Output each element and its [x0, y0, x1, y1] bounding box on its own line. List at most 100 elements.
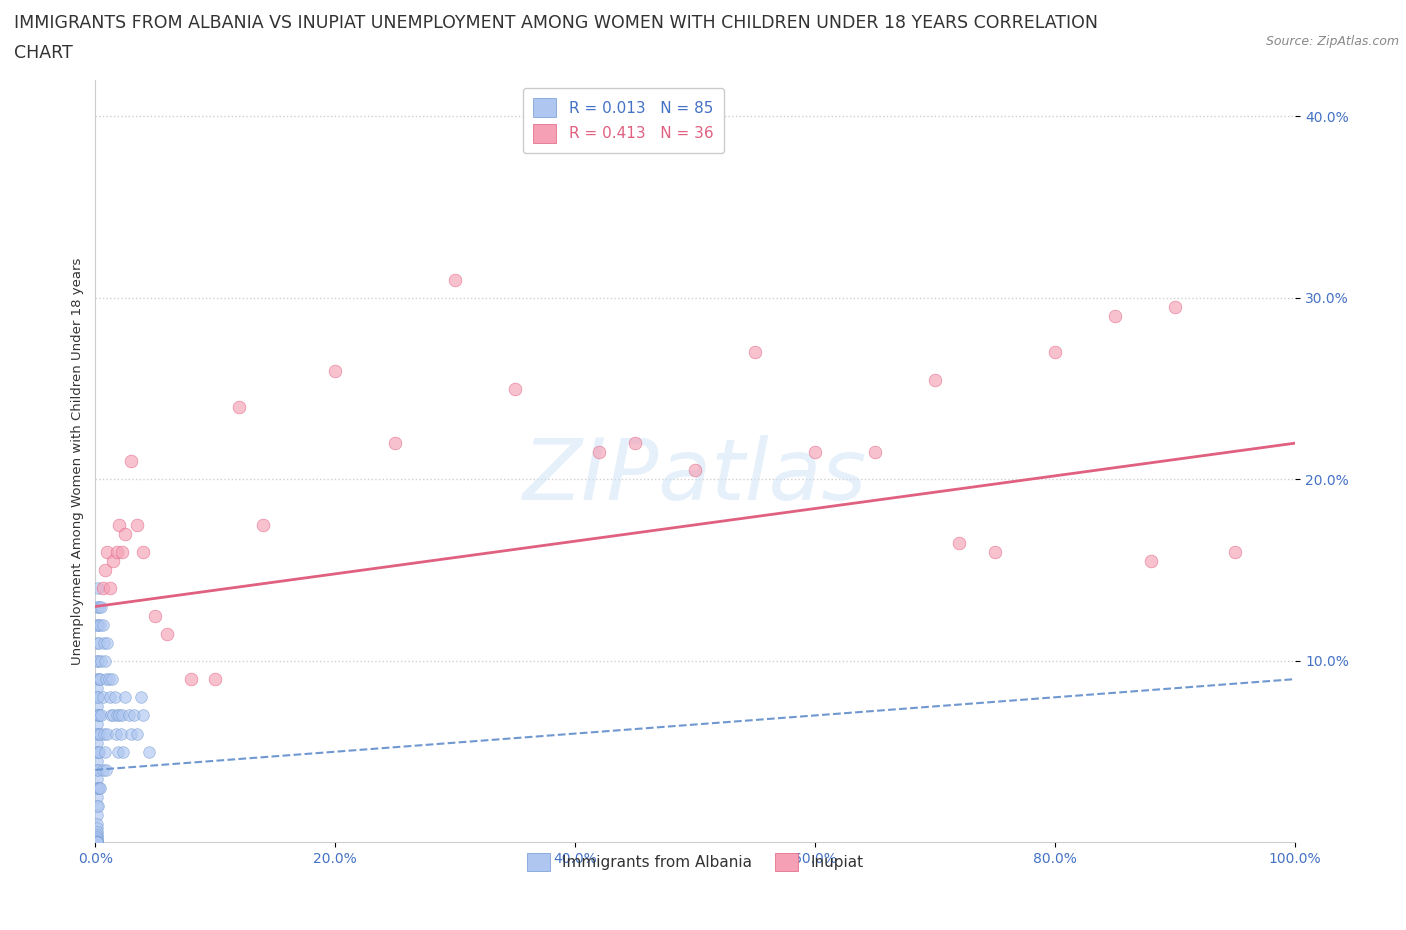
- Point: [87, 726, 110, 741]
- Point: [87, 780, 110, 795]
- Point: [180, 671, 202, 686]
- Point: [120, 726, 142, 741]
- Point: [91, 690, 114, 705]
- Point: [118, 708, 141, 723]
- Point: [94, 671, 117, 686]
- Point: [685, 463, 707, 478]
- Text: CHART: CHART: [14, 44, 73, 61]
- Point: [86, 772, 108, 787]
- Point: [87, 690, 110, 705]
- Point: [96, 726, 118, 741]
- Point: [86, 654, 108, 669]
- Point: [86, 835, 108, 850]
- Point: [86, 708, 108, 723]
- Point: [87, 763, 110, 777]
- Point: [86, 681, 108, 696]
- Point: [86, 820, 108, 835]
- Point: [384, 435, 406, 450]
- Point: [87, 744, 110, 759]
- Point: [89, 780, 111, 795]
- Point: [948, 536, 970, 551]
- Point: [204, 671, 226, 686]
- Point: [86, 698, 108, 713]
- Point: [138, 744, 160, 759]
- Point: [94, 744, 117, 759]
- Point: [108, 517, 131, 532]
- Point: [103, 553, 125, 568]
- Point: [924, 372, 946, 387]
- Point: [87, 780, 110, 795]
- Point: [98, 581, 121, 596]
- Point: [91, 763, 114, 777]
- Point: [101, 671, 124, 686]
- Point: [86, 808, 108, 823]
- Point: [1104, 309, 1126, 324]
- Point: [104, 726, 127, 741]
- Point: [984, 545, 1007, 560]
- Point: [87, 744, 110, 759]
- Point: [129, 690, 152, 705]
- Point: [744, 345, 766, 360]
- Point: [107, 744, 129, 759]
- Point: [87, 708, 110, 723]
- Point: [143, 608, 166, 623]
- Point: [93, 635, 115, 650]
- Point: [86, 835, 108, 850]
- Point: [87, 671, 110, 686]
- Point: [114, 690, 136, 705]
- Point: [86, 635, 108, 650]
- Point: [132, 545, 155, 560]
- Point: [97, 671, 120, 686]
- Point: [108, 708, 131, 723]
- Point: [865, 445, 887, 459]
- Point: [87, 799, 110, 814]
- Point: [90, 599, 112, 614]
- Point: [86, 828, 108, 843]
- Point: [110, 726, 132, 741]
- Point: [122, 708, 145, 723]
- Point: [96, 545, 118, 560]
- Legend: Immigrants from Albania, Inupiat: Immigrants from Albania, Inupiat: [517, 844, 873, 881]
- Point: [86, 753, 108, 768]
- Point: [86, 817, 108, 831]
- Point: [87, 618, 110, 632]
- Point: [127, 726, 149, 741]
- Point: [105, 545, 128, 560]
- Point: [87, 654, 110, 669]
- Point: [111, 545, 134, 560]
- Point: [94, 563, 117, 578]
- Point: [228, 399, 250, 414]
- Point: [86, 717, 108, 732]
- Point: [505, 381, 527, 396]
- Point: [120, 454, 142, 469]
- Point: [89, 726, 111, 741]
- Point: [86, 790, 108, 804]
- Point: [86, 831, 108, 846]
- Point: [98, 690, 121, 705]
- Point: [86, 618, 108, 632]
- Point: [804, 445, 827, 459]
- Point: [86, 763, 108, 777]
- Point: [86, 736, 108, 751]
- Text: IMMIGRANTS FROM ALBANIA VS INUPIAT UNEMPLOYMENT AMONG WOMEN WITH CHILDREN UNDER : IMMIGRANTS FROM ALBANIA VS INUPIAT UNEMP…: [14, 14, 1098, 32]
- Point: [93, 726, 115, 741]
- Point: [87, 708, 110, 723]
- Point: [90, 708, 112, 723]
- Point: [94, 654, 117, 669]
- Point: [91, 618, 114, 632]
- Point: [156, 626, 179, 641]
- Point: [86, 835, 108, 850]
- Point: [588, 445, 610, 459]
- Point: [86, 671, 108, 686]
- Text: Source: ZipAtlas.com: Source: ZipAtlas.com: [1265, 35, 1399, 48]
- Point: [86, 824, 108, 839]
- Point: [96, 635, 118, 650]
- Point: [111, 744, 134, 759]
- Point: [1225, 545, 1247, 560]
- Point: [114, 526, 136, 541]
- Point: [444, 272, 467, 287]
- Point: [87, 599, 110, 614]
- Point: [86, 833, 108, 848]
- Point: [86, 744, 108, 759]
- Point: [127, 517, 149, 532]
